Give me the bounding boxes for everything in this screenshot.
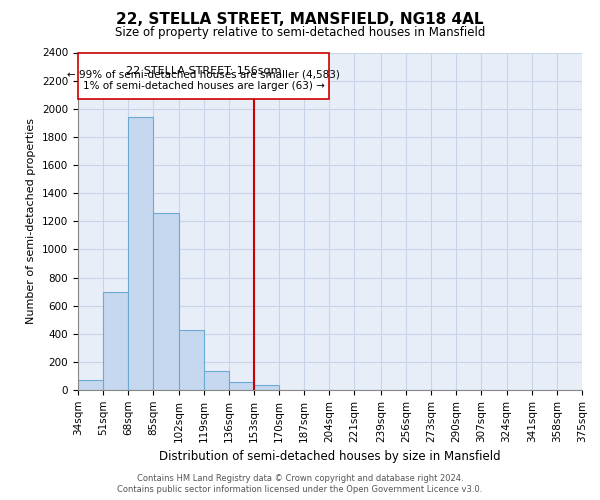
Bar xyxy=(203,371,229,390)
Text: Size of property relative to semi-detached houses in Mansfield: Size of property relative to semi-detach… xyxy=(115,26,485,39)
Bar xyxy=(128,117,154,390)
Bar xyxy=(179,330,203,390)
FancyBboxPatch shape xyxy=(78,52,329,99)
Bar xyxy=(78,380,103,390)
Y-axis label: Number of semi-detached properties: Number of semi-detached properties xyxy=(26,118,37,324)
X-axis label: Distribution of semi-detached houses by size in Mansfield: Distribution of semi-detached houses by … xyxy=(159,450,501,463)
Bar xyxy=(254,385,279,390)
Text: 22 STELLA STREET: 156sqm: 22 STELLA STREET: 156sqm xyxy=(126,66,281,76)
Bar xyxy=(154,213,179,390)
Text: Contains HM Land Registry data © Crown copyright and database right 2024.
Contai: Contains HM Land Registry data © Crown c… xyxy=(118,474,482,494)
Bar xyxy=(229,382,254,390)
Text: 22, STELLA STREET, MANSFIELD, NG18 4AL: 22, STELLA STREET, MANSFIELD, NG18 4AL xyxy=(116,12,484,28)
Text: ← 99% of semi-detached houses are smaller (4,583)
1% of semi-detached houses are: ← 99% of semi-detached houses are smalle… xyxy=(67,69,340,90)
Bar xyxy=(103,292,128,390)
